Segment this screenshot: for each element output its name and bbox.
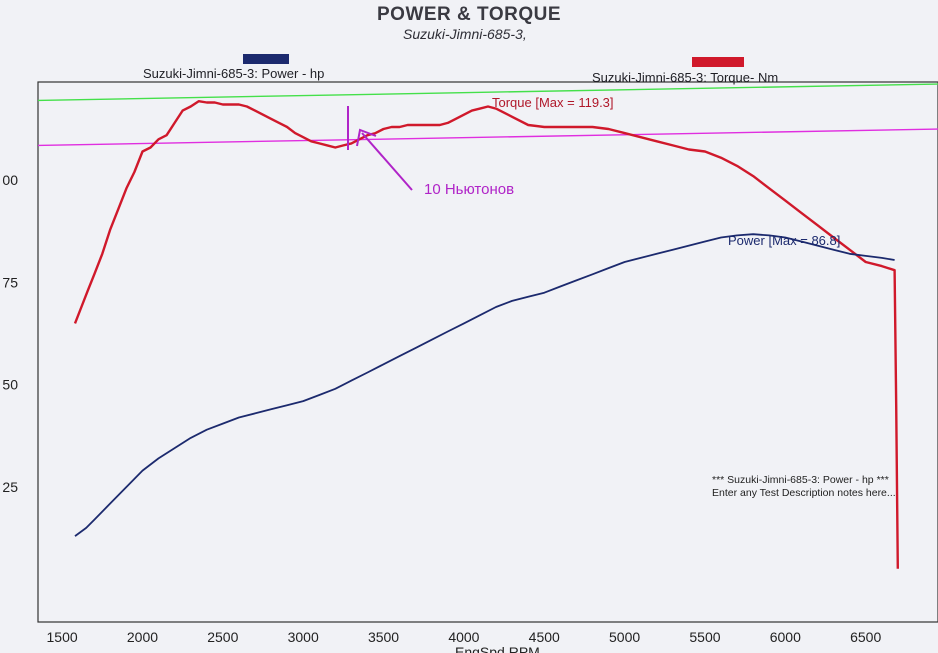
series-lines bbox=[73, 99, 899, 569]
torque-legend-label: Suzuki-Jimni-685-3: Torque- Nm bbox=[592, 70, 779, 85]
power-legend-label: Suzuki-Jimni-685-3: Power - hp bbox=[143, 66, 325, 81]
power-max-annotation: Power [Max = 86.8] bbox=[728, 233, 840, 248]
x-tick-labels: 1500 2000 2500 3000 3500 4000 4500 5000 5500 6000… bbox=[47, 629, 882, 645]
reference-line-2 bbox=[37, 128, 938, 147]
reference-line-1 bbox=[37, 83, 938, 102]
x-tick-3000: 3000 bbox=[288, 629, 319, 645]
x-tick-3500: 3500 bbox=[368, 629, 399, 645]
x-tick-4500: 4500 bbox=[529, 629, 560, 645]
handwritten-arrow-shaft bbox=[361, 132, 413, 191]
x-tick-6000: 6000 bbox=[770, 629, 801, 645]
power-line bbox=[74, 233, 895, 537]
x-axis-label: EngSpd RPM bbox=[455, 644, 540, 653]
x-tick-5500: 5500 bbox=[689, 629, 720, 645]
test-description-note: *** Suzuki-Jimni-685-3: Power - hp *** E… bbox=[712, 474, 896, 500]
note-line-2: Enter any Test Description notes here... bbox=[712, 487, 896, 499]
torque-max-annotation: Torque [Max = 119.3] bbox=[492, 95, 614, 110]
handwritten-arrow-head bbox=[356, 128, 377, 147]
chart-title: POWER & TORQUE bbox=[377, 4, 561, 25]
reference-lines bbox=[37, 83, 938, 147]
x-tick-1500: 1500 bbox=[47, 629, 78, 645]
x-tick-2500: 2500 bbox=[207, 629, 238, 645]
torque-line bbox=[73, 99, 899, 569]
torque-legend-swatch bbox=[692, 57, 744, 67]
y-tick-labels: 00 75 50 25 bbox=[2, 172, 18, 495]
x-tick-4000: 4000 bbox=[448, 629, 479, 645]
x-tick-6500: 6500 bbox=[850, 629, 881, 645]
y-tick-100: 00 bbox=[2, 172, 18, 188]
y-tick-75: 75 bbox=[2, 274, 18, 290]
plot-frame bbox=[37, 81, 938, 623]
handwritten-note: 10 Ньютонов bbox=[424, 181, 514, 198]
y-tick-50: 50 bbox=[2, 377, 18, 393]
x-tick-5000: 5000 bbox=[609, 629, 640, 645]
y-tick-25: 25 bbox=[2, 479, 18, 495]
x-tick-2000: 2000 bbox=[127, 629, 158, 645]
power-legend-swatch bbox=[243, 54, 289, 64]
note-line-1: *** Suzuki-Jimni-685-3: Power - hp *** bbox=[712, 474, 889, 486]
chart-subtitle: Suzuki-Jimni-685-3, bbox=[403, 26, 527, 42]
